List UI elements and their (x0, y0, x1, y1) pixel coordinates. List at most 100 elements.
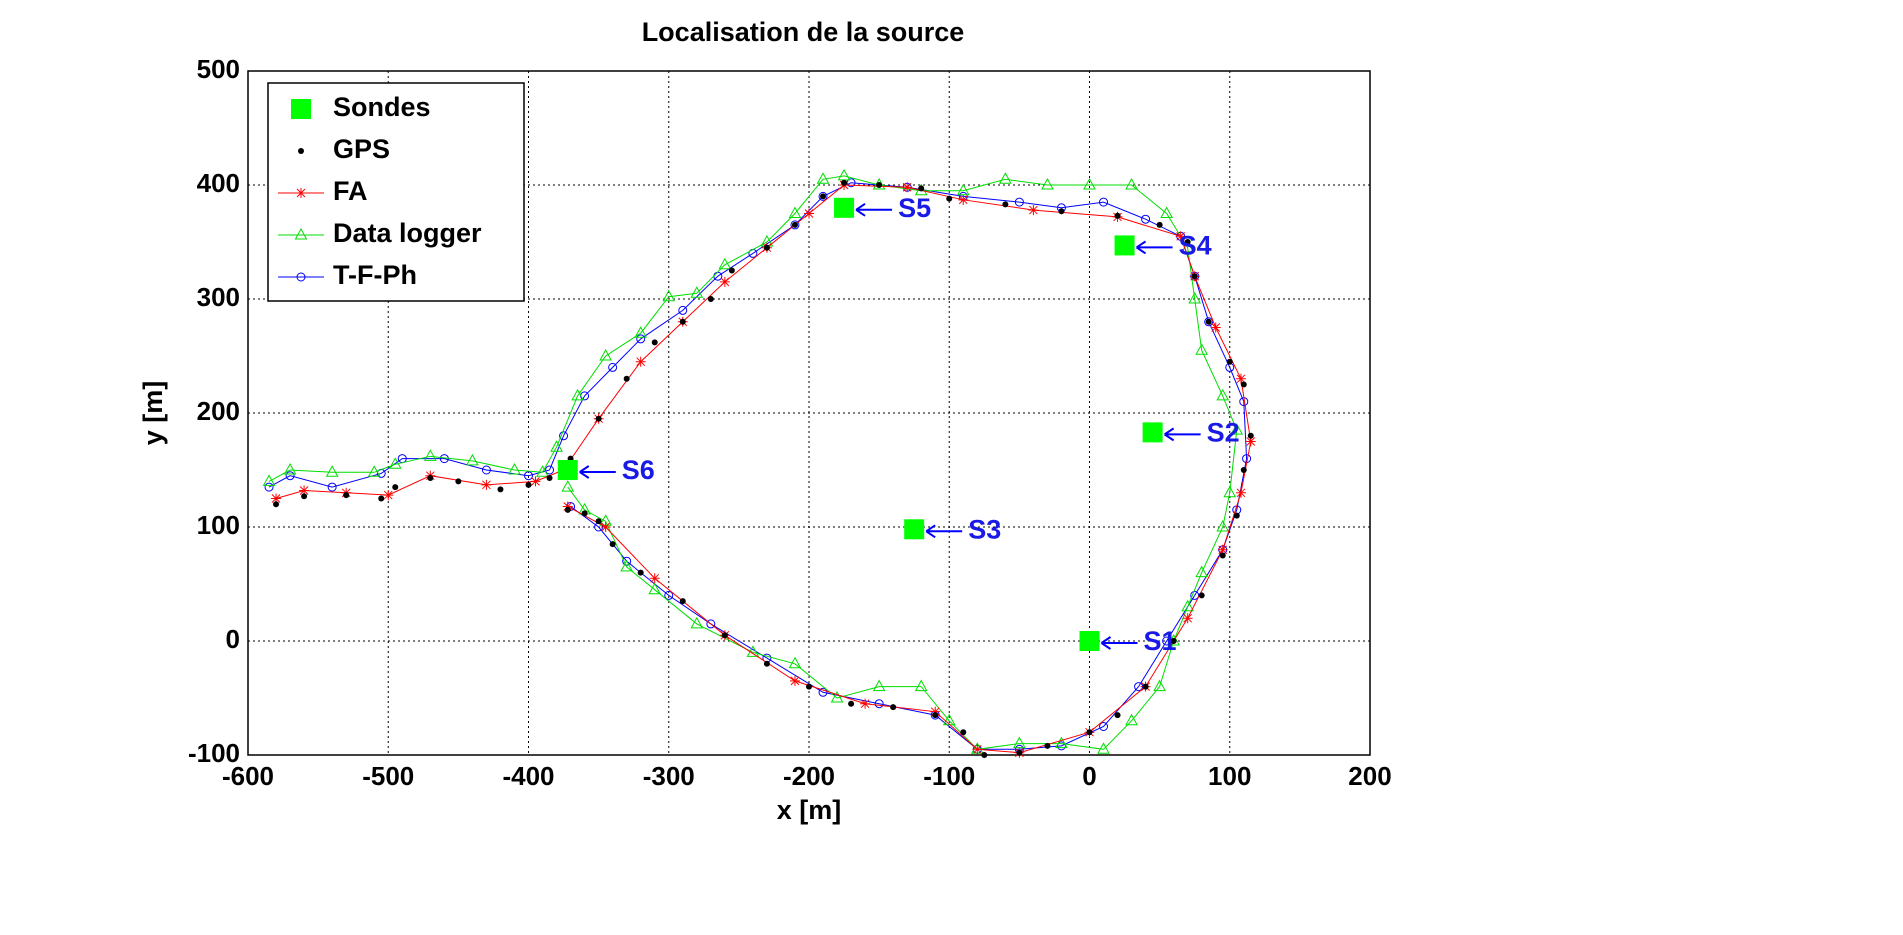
marker-dot (298, 148, 304, 154)
marker-triangle (816, 172, 830, 184)
marker-dot (1044, 742, 1051, 749)
square (834, 197, 855, 218)
annotation: S3 (968, 514, 1001, 544)
triangle (914, 679, 928, 692)
circle (1204, 317, 1214, 327)
triangle (999, 172, 1012, 184)
circle (481, 465, 491, 475)
circle (790, 220, 800, 230)
annotation: S4 (1179, 231, 1212, 261)
x-tick-label: -600 (222, 761, 274, 791)
dot (427, 474, 434, 481)
chart-title: Localisation de la source (642, 17, 965, 47)
marker-triangle (262, 474, 276, 486)
marker-triangle (1083, 177, 1096, 190)
y-tick-label: 500 (197, 54, 240, 84)
marker-star (1175, 231, 1186, 242)
dot (273, 501, 280, 508)
marker-circle (1204, 317, 1214, 327)
marker-dot (1240, 467, 1247, 473)
marker-dot (918, 185, 925, 192)
dot (1058, 208, 1065, 215)
dot (707, 296, 714, 302)
marker-star (1217, 544, 1228, 555)
marker-star (271, 493, 282, 504)
dot (876, 182, 883, 188)
marker-circle (481, 465, 491, 475)
marker-triangle (508, 462, 521, 475)
marker-circle (664, 590, 674, 600)
star (562, 501, 573, 512)
circle (818, 191, 828, 201)
y-tick-label: 200 (197, 396, 240, 426)
marker-dot (564, 506, 571, 513)
dot (1240, 467, 1247, 473)
star (1028, 205, 1039, 216)
dot (1191, 273, 1198, 280)
annotation-arrow (855, 202, 893, 217)
marker-triangle (1216, 519, 1230, 532)
square (904, 519, 925, 540)
x-tick-label: -400 (502, 761, 554, 791)
dot (546, 474, 553, 481)
marker-triangle (718, 257, 732, 270)
marker-star (649, 573, 660, 584)
marker-square (1142, 422, 1163, 443)
star (635, 356, 646, 367)
marker-triangle (1195, 343, 1209, 355)
square (1142, 422, 1163, 443)
marker-circle (1099, 722, 1109, 731)
x-tick-label: 200 (1348, 761, 1391, 791)
marker-triangle (788, 206, 802, 218)
marker-triangle (620, 559, 634, 572)
circle (1190, 590, 1200, 600)
circle (559, 431, 569, 441)
marker-dot (637, 569, 644, 576)
marker-triangle (914, 679, 928, 692)
marker-dot (876, 182, 883, 188)
marker-triangle (690, 286, 704, 298)
dot (1086, 729, 1093, 736)
triangle (1125, 177, 1138, 190)
dot (1240, 381, 1247, 388)
dot (298, 148, 304, 154)
triangle (466, 453, 479, 466)
dot (1247, 432, 1254, 439)
marker-star (972, 744, 983, 755)
marker-triangle (1181, 240, 1195, 253)
dot (679, 598, 686, 605)
marker-dot (890, 704, 897, 711)
dot (301, 493, 308, 500)
marker-dot (679, 318, 686, 325)
triangle (648, 582, 662, 595)
triangle (1195, 565, 1209, 578)
dot (1142, 683, 1149, 690)
marker-dot (1247, 432, 1254, 439)
star (958, 194, 969, 205)
dot (1114, 212, 1121, 219)
marker-dot (1233, 512, 1240, 519)
series-line (268, 175, 1238, 750)
circle (622, 556, 632, 566)
triangle (662, 289, 676, 302)
triangle (1055, 736, 1068, 749)
triangle (634, 326, 648, 338)
marker-triangle (536, 465, 549, 477)
star (299, 485, 310, 496)
marker-triangle (648, 582, 662, 595)
marker-star (1028, 205, 1039, 216)
annotation: S5 (898, 193, 931, 223)
marker-dot (806, 683, 812, 690)
marker-circle (524, 471, 533, 481)
marker-star (860, 698, 871, 709)
circle (678, 305, 688, 315)
marker-star (804, 208, 814, 219)
triangle (536, 465, 549, 477)
triangle (620, 559, 634, 572)
marker-star (562, 501, 573, 512)
triangle (788, 656, 802, 669)
triangle (1216, 519, 1230, 532)
marker-dot (1205, 318, 1212, 325)
marker-star (299, 485, 310, 496)
triangle (1083, 177, 1096, 190)
